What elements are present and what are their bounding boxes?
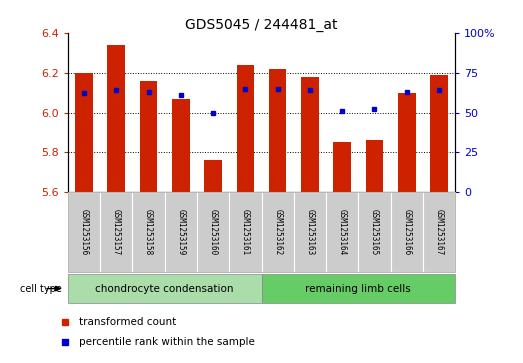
Bar xyxy=(294,192,326,272)
Bar xyxy=(269,69,287,192)
Bar xyxy=(358,192,391,272)
Bar xyxy=(423,192,455,272)
Bar xyxy=(75,73,93,192)
Bar xyxy=(68,274,262,303)
Text: GSM1253162: GSM1253162 xyxy=(273,209,282,256)
Bar xyxy=(430,74,448,192)
Bar xyxy=(366,140,383,192)
Text: GSM1253161: GSM1253161 xyxy=(241,209,250,256)
Bar xyxy=(262,192,294,272)
Text: GSM1253167: GSM1253167 xyxy=(435,209,444,256)
Bar xyxy=(236,65,254,192)
Text: GSM1253157: GSM1253157 xyxy=(112,209,121,256)
Text: GSM1253163: GSM1253163 xyxy=(305,209,314,256)
Bar xyxy=(100,192,132,272)
Bar xyxy=(197,192,229,272)
Text: GSM1253165: GSM1253165 xyxy=(370,209,379,256)
Bar xyxy=(229,192,262,272)
Text: chondrocyte condensation: chondrocyte condensation xyxy=(96,284,234,294)
Bar xyxy=(301,77,319,192)
Bar xyxy=(326,192,358,272)
Bar xyxy=(172,98,190,192)
Bar xyxy=(391,192,423,272)
Text: GSM1253166: GSM1253166 xyxy=(402,209,411,256)
Bar xyxy=(108,45,125,192)
Text: percentile rank within the sample: percentile rank within the sample xyxy=(79,337,255,347)
Text: GSM1253164: GSM1253164 xyxy=(338,209,347,256)
Bar xyxy=(140,81,157,192)
Text: GSM1253156: GSM1253156 xyxy=(79,209,88,256)
Text: transformed count: transformed count xyxy=(79,317,177,327)
Text: GSM1253158: GSM1253158 xyxy=(144,209,153,256)
Text: cell type: cell type xyxy=(20,284,62,294)
Bar xyxy=(204,160,222,192)
Text: GSM1253159: GSM1253159 xyxy=(176,209,185,256)
Bar xyxy=(132,192,165,272)
Bar xyxy=(262,274,455,303)
Text: remaining limb cells: remaining limb cells xyxy=(305,284,411,294)
Bar xyxy=(398,93,415,192)
Bar xyxy=(333,143,351,192)
Title: GDS5045 / 244481_at: GDS5045 / 244481_at xyxy=(185,18,338,32)
Bar xyxy=(68,192,100,272)
Text: GSM1253160: GSM1253160 xyxy=(209,209,218,256)
Bar xyxy=(165,192,197,272)
